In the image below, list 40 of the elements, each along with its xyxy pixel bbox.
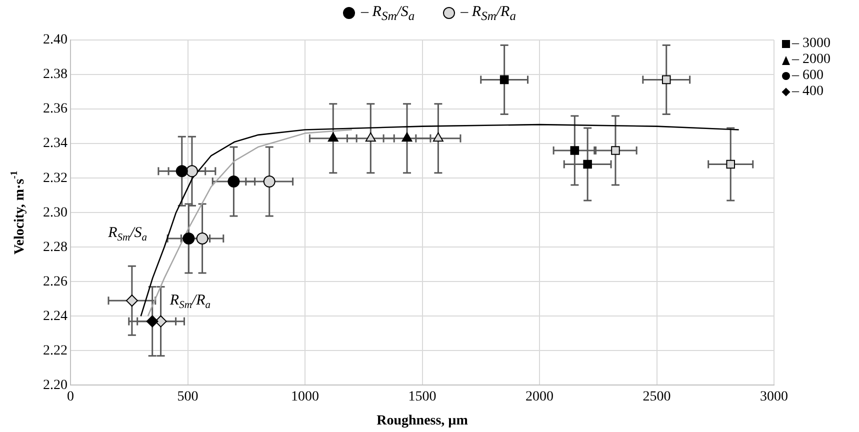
- y-tick-label: 2.38: [43, 67, 68, 82]
- y-tick-label: 2.24: [43, 308, 68, 324]
- text: – 600: [792, 68, 824, 84]
- y-tick-label: 2.30: [43, 205, 68, 220]
- y-tick-label: 2.28: [43, 240, 68, 255]
- text: – 2000: [792, 52, 830, 68]
- point: [365, 132, 376, 142]
- point: [263, 176, 276, 188]
- y-tick-label: 2.36: [43, 102, 68, 117]
- point: [186, 165, 198, 178]
- legend-label: – R$_{Sm}$/R$_{a}$: [460, 4, 516, 23]
- text: – 3000: [792, 36, 830, 52]
- point: [176, 165, 188, 178]
- y-tick-label: 2.34: [43, 136, 68, 152]
- y-tick-label: 2.22: [43, 343, 68, 358]
- point: [432, 132, 444, 142]
- point: [402, 132, 412, 142]
- point: [500, 75, 509, 84]
- x-tick-label: 1500: [408, 389, 436, 404]
- x-tick-label: 0: [67, 389, 74, 404]
- y-axis-title: Velocity, m·s-1: [8, 170, 28, 255]
- x-tick-label: 3000: [760, 389, 788, 404]
- x-tick-label: 1000: [291, 389, 319, 404]
- point: [228, 176, 240, 188]
- legend-label: – R$_{Sm}$/S$_{a}$: [361, 4, 415, 23]
- point: [196, 232, 208, 244]
- y-tick-label: 2.26: [43, 274, 68, 290]
- point: [126, 294, 138, 307]
- x-tick-label: 2000: [526, 389, 554, 404]
- x-tick-label: 500: [177, 389, 198, 404]
- y-tick-label: 2.40: [43, 32, 68, 48]
- x-axis-title: Roughness, µm: [376, 414, 468, 429]
- y-tick-label: 2.32: [43, 170, 68, 186]
- y-tick-label: 2.20: [43, 378, 68, 393]
- point: [328, 132, 338, 142]
- point: [146, 315, 158, 328]
- text: – 400: [792, 84, 824, 100]
- point: [570, 146, 580, 155]
- x-tick-label: 2500: [642, 389, 671, 404]
- point: [182, 232, 195, 244]
